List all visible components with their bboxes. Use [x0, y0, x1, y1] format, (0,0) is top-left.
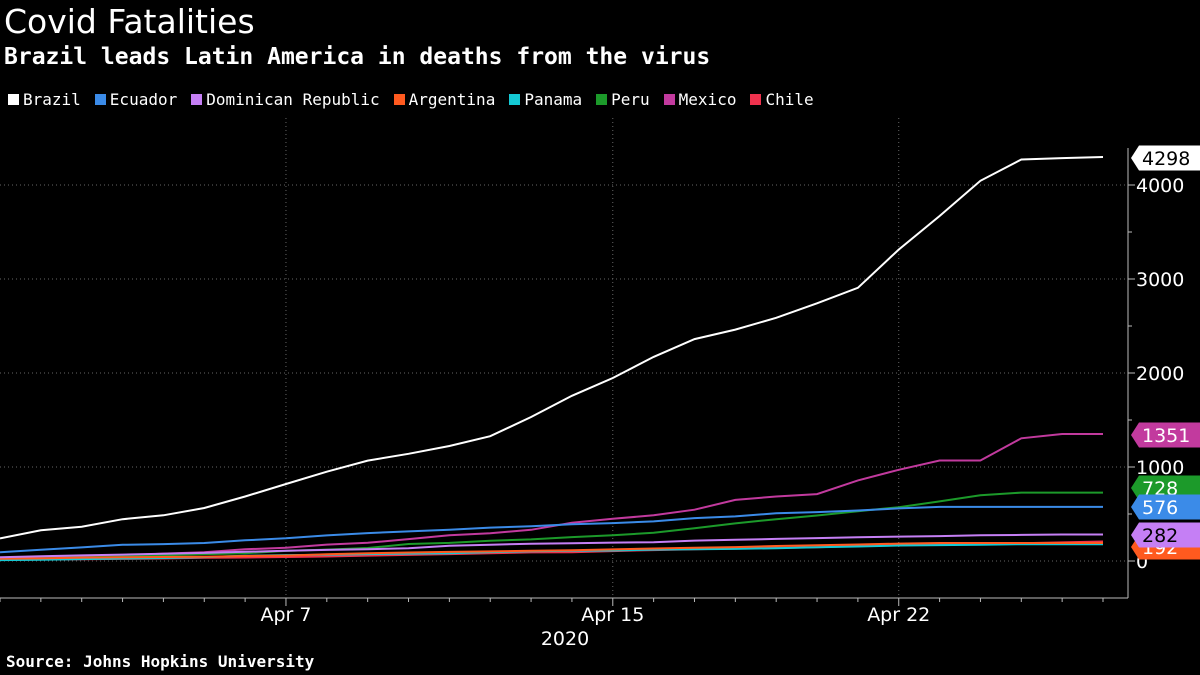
x-tick-label: Apr 22 — [867, 604, 930, 626]
legend-label: Ecuador — [109, 90, 178, 109]
legend-swatch — [393, 94, 405, 105]
end-label-text: 282 — [1142, 525, 1178, 547]
end-label-tag — [1131, 422, 1200, 448]
y-tick-label: 1000 — [1136, 457, 1184, 479]
legend-item-ecuador: Ecuador — [94, 90, 178, 109]
legend-item-brazil: Brazil — [8, 90, 81, 109]
legend-item-chile: Chile — [750, 90, 814, 109]
end-label-text: 1351 — [1142, 425, 1190, 447]
legend-label: Peru — [611, 90, 650, 109]
y-tick-label: 3000 — [1136, 269, 1184, 291]
legend-swatch — [509, 94, 521, 105]
end-label-text: 4298 — [1142, 148, 1190, 170]
series-line-argentina — [0, 542, 1103, 560]
end-label-tag — [1131, 494, 1200, 520]
source-note: Source: Johns Hopkins University — [6, 652, 315, 671]
end-label-dominican-republic: 282 — [1131, 522, 1200, 548]
legend-label: Brazil — [23, 90, 81, 109]
x-tick-label: Apr 7 — [260, 604, 311, 626]
series-line-ecuador — [0, 505, 1103, 554]
end-label-mexico: 1351 — [1131, 422, 1200, 448]
series-line-dominican-republic — [0, 533, 1103, 559]
end-label-tag — [1131, 145, 1200, 171]
y-tick-label: 2000 — [1136, 363, 1184, 385]
legend-label: Dominican Republic — [206, 90, 380, 109]
legend-item-panama: Panama — [509, 90, 582, 109]
end-label-tag — [1131, 522, 1200, 548]
end-label-brazil: 4298 — [1131, 145, 1200, 171]
legend-swatch — [191, 94, 203, 105]
legend-item-mexico: Mexico — [663, 90, 737, 109]
y-tick-label: 4000 — [1136, 175, 1184, 197]
series-line-brazil — [0, 156, 1104, 540]
legend-swatch — [596, 94, 608, 105]
legend-swatch — [94, 94, 106, 105]
legend-label: Chile — [765, 90, 814, 109]
legend-label: Panama — [524, 90, 583, 109]
end-label-ecuador: 576 — [1131, 494, 1200, 520]
chart-title: Covid Fatalities — [4, 2, 255, 41]
x-year-label: 2020 — [541, 628, 589, 650]
legend-label: Argentina — [408, 90, 496, 109]
legend-swatch — [750, 94, 762, 105]
series-line-mexico — [0, 433, 1103, 560]
x-tick-label: Apr 15 — [581, 604, 644, 626]
legend-item-peru: Peru — [596, 90, 650, 109]
legend-item-dominican-republic: Dominican Republic — [191, 90, 380, 109]
legend: Brazil Ecuador Dominican Republic Argentina… — [8, 90, 814, 109]
end-label-tag — [1131, 475, 1200, 501]
legend-swatch — [8, 94, 19, 105]
legend-label: Mexico — [678, 90, 737, 109]
legend-swatch — [663, 94, 675, 105]
series-line-peru — [0, 491, 1103, 560]
legend-item-argentina: Argentina — [393, 90, 496, 109]
end-label-text: 576 — [1142, 497, 1178, 519]
chart-subtitle: Brazil leads Latin America in deaths fro… — [4, 44, 711, 70]
